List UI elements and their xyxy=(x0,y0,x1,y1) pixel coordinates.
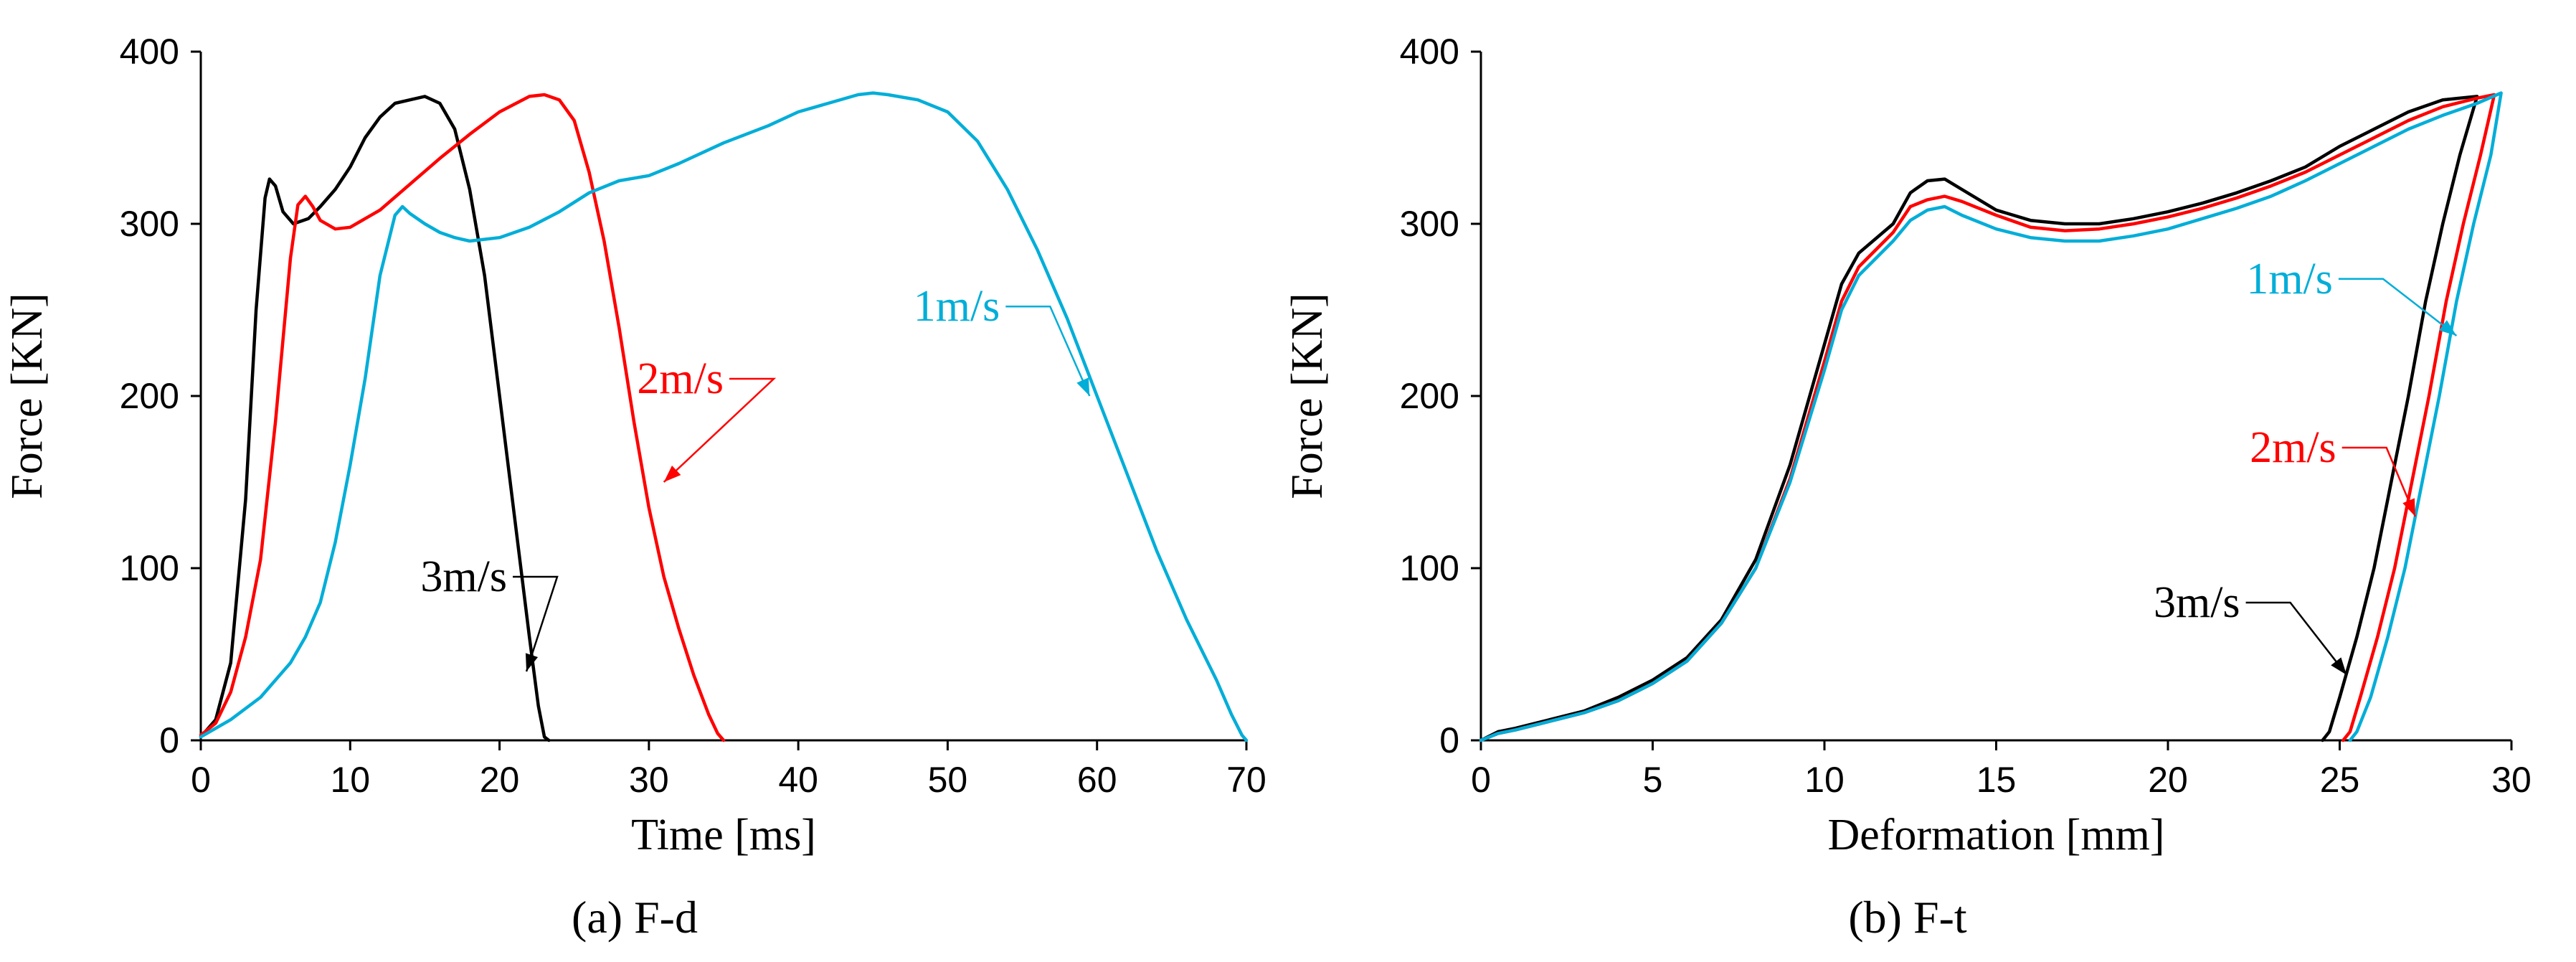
x-tick-label: 25 xyxy=(2320,760,2360,800)
annotation-arrowhead xyxy=(525,653,539,671)
y-tick-label: 400 xyxy=(120,32,179,72)
y-tick-label: 200 xyxy=(120,376,179,416)
panel-caption: (a) F-d xyxy=(572,892,698,943)
x-axis-title: Deformation [mm] xyxy=(1827,811,2164,859)
series-annotation-label: 2m/s xyxy=(2250,423,2336,472)
x-tick-label: 10 xyxy=(1804,760,1845,800)
x-tick-label: 5 xyxy=(1643,760,1663,800)
y-tick-label: 300 xyxy=(120,204,179,244)
x-tick-label: 30 xyxy=(2491,760,2532,800)
y-tick-label: 100 xyxy=(120,548,179,588)
x-tick-label: 50 xyxy=(928,760,968,800)
annotation-arrowhead xyxy=(663,466,681,482)
x-tick-label: 40 xyxy=(778,760,818,800)
x-tick-label: 0 xyxy=(191,760,211,800)
x-tick-label: 10 xyxy=(330,760,370,800)
series-line-3m-s xyxy=(199,95,551,742)
series-annotation-label: 2m/s xyxy=(637,354,724,403)
x-tick-label: 70 xyxy=(1226,760,1266,800)
series-annotation-label: 1m/s xyxy=(2246,255,2333,303)
series-line-3m-s xyxy=(1479,95,2479,742)
series-line-2m-s xyxy=(1479,93,2496,742)
series-line-2m-s xyxy=(199,93,726,742)
x-tick-label: 60 xyxy=(1077,760,1117,800)
x-tick-label: 15 xyxy=(1976,760,2017,800)
y-axis-title: Force [KN] xyxy=(3,293,52,499)
annotation-leader-line xyxy=(663,377,777,483)
annotation-leader-line xyxy=(2341,446,2417,517)
annotation-arrowhead xyxy=(1076,377,1090,396)
x-tick-label: 20 xyxy=(2148,760,2188,800)
y-tick-label: 0 xyxy=(159,720,179,760)
y-tick-label: 0 xyxy=(1439,720,1459,760)
annotation-leader-line xyxy=(2245,601,2348,676)
annotation-leader-line xyxy=(512,575,559,672)
series-annotation-label: 3m/s xyxy=(2154,578,2240,627)
y-tick-label: 100 xyxy=(1400,548,1459,588)
series-line-1m-s xyxy=(1479,91,2503,742)
x-tick-label: 20 xyxy=(480,760,520,800)
y-tick-label: 300 xyxy=(1400,204,1459,244)
series-line-1m-s xyxy=(199,91,1249,742)
x-tick-label: 30 xyxy=(629,760,669,800)
chart-panel-a: 0 10 20 30 40 50 60 70 0 100 200 300 400 Time [ms] For… xyxy=(3,32,1266,943)
series-annotation-label: 1m/s xyxy=(914,282,1000,331)
series-annotation-label: 3m/s xyxy=(420,552,507,601)
annotation-leader-line xyxy=(1005,305,1091,397)
y-tick-label: 200 xyxy=(1400,376,1459,416)
y-axis-title: Force [KN] xyxy=(1283,293,1332,499)
x-tick-label: 0 xyxy=(1471,760,1491,800)
panel-caption: (b) F-t xyxy=(1848,892,1967,943)
x-axis-title: Time [ms] xyxy=(631,811,816,859)
annotation-leader-line xyxy=(2338,278,2458,336)
annotation-arrowhead xyxy=(2331,657,2347,675)
annotation-arrowhead xyxy=(2438,320,2457,336)
y-tick-label: 400 xyxy=(1400,32,1459,72)
annotation-arrowhead xyxy=(2402,498,2415,517)
